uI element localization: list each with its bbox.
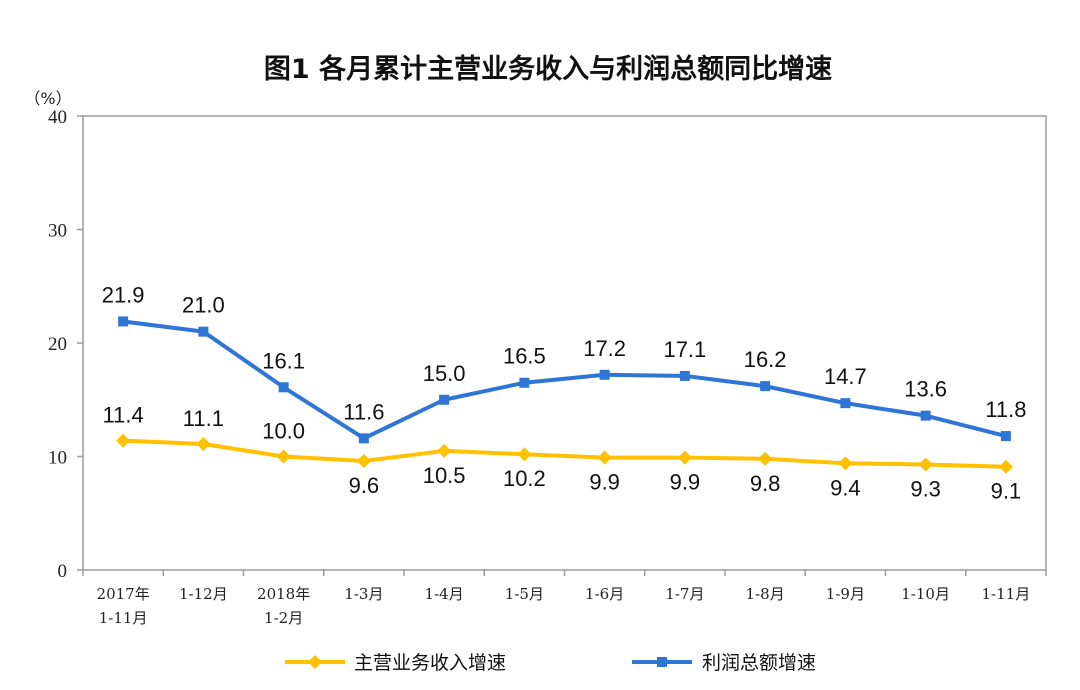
data-point-marker — [278, 382, 289, 393]
data-point-marker — [276, 449, 291, 464]
x-axis: 2017年 1-11月 1-12月 2018年 1-2月 1-3月 1-4月 1-5月 1-6月… — [82, 570, 1047, 627]
x-tick-label: 2017年 — [97, 585, 150, 603]
x-tick-label: 1-11月 — [982, 585, 1031, 603]
data-label: 14.7 — [824, 364, 867, 389]
data-point-marker — [758, 451, 773, 466]
data-label: 16.2 — [744, 347, 787, 372]
y-tick-label: 0 — [58, 561, 68, 582]
x-tick-label: 1-9月 — [826, 585, 865, 603]
chart-title: 图1 各月累计主营业务收入与利润总额同比增速 — [264, 53, 832, 85]
x-tick-label: 2018年 — [257, 585, 310, 603]
data-label: 16.5 — [503, 344, 546, 369]
data-label: 9.3 — [910, 476, 941, 501]
data-label: 9.9 — [589, 470, 620, 495]
data-point-marker — [918, 457, 933, 472]
y-axis: 0 10 20 30 40 — [48, 107, 83, 582]
data-label: 11.1 — [183, 406, 224, 431]
data-label: 11.8 — [985, 397, 1026, 422]
data-point-marker — [358, 433, 369, 444]
series-layer: 11.4 11.1 10.0 9.6 10.5 10.2 9.9 9.9 9.8 9.4 9.3 9.… — [102, 282, 1027, 503]
data-label: 10.0 — [262, 419, 305, 444]
series-1: 21.9 21.0 16.1 11.6 15.0 16.5 17.2 17.1 16.2 14.7… — [102, 282, 1026, 444]
data-point-marker — [439, 394, 450, 405]
legend-item-1: 利润总额增速 — [632, 652, 816, 674]
data-point-marker — [198, 326, 209, 337]
data-label: 11.6 — [343, 399, 384, 424]
series-0: 11.4 11.1 10.0 9.6 10.5 10.2 9.9 9.9 9.8 9.4 9.3 9.… — [103, 403, 1022, 504]
x-tick-label: 1-4月 — [425, 585, 464, 603]
x-tick-label: 1-10月 — [901, 585, 950, 603]
series-line — [122, 319, 1007, 441]
data-label: 9.8 — [750, 471, 781, 496]
x-tick-label: 1-12月 — [179, 585, 228, 603]
data-point-marker — [920, 410, 931, 421]
data-point-marker — [196, 437, 211, 452]
data-point-marker — [599, 369, 610, 380]
x-tick-label: 1-6月 — [585, 585, 624, 603]
data-label: 21.0 — [182, 293, 225, 318]
data-point-marker — [519, 377, 530, 388]
legend-item-0: 主营业务收入增速 — [285, 652, 506, 674]
y-axis-unit-label: （%） — [24, 89, 71, 108]
data-point-marker — [838, 456, 853, 471]
data-point-marker — [116, 433, 131, 448]
data-point-marker — [437, 443, 452, 458]
data-label: 16.1 — [262, 348, 305, 373]
data-point-marker — [677, 450, 692, 465]
data-point-marker — [840, 398, 851, 409]
data-point-marker — [597, 450, 612, 465]
data-label: 10.5 — [423, 463, 466, 488]
legend-marker — [308, 655, 322, 669]
data-point-marker — [356, 454, 371, 469]
y-tick-label: 20 — [48, 334, 67, 355]
data-label: 15.0 — [423, 361, 466, 386]
data-point-marker — [679, 370, 690, 381]
data-label: 13.6 — [904, 377, 947, 402]
data-label: 9.4 — [830, 475, 861, 500]
data-label: 9.6 — [349, 473, 380, 498]
legend: 主营业务收入增速 利润总额增速 — [285, 652, 816, 674]
data-label: 21.9 — [102, 282, 145, 307]
x-tick-label: 1-2月 — [264, 609, 303, 627]
x-tick-label: 1-7月 — [665, 585, 704, 603]
x-tick-label: 1-3月 — [344, 585, 383, 603]
data-label: 11.4 — [103, 403, 144, 428]
data-point-marker — [760, 381, 771, 392]
legend-label: 主营业务收入增速 — [354, 652, 506, 674]
data-point-marker — [517, 447, 532, 462]
y-tick-label: 10 — [48, 448, 67, 469]
data-point-marker — [998, 459, 1013, 474]
y-tick-label: 40 — [48, 107, 67, 128]
data-label: 10.2 — [503, 466, 546, 491]
data-label: 9.1 — [991, 479, 1022, 504]
y-tick-label: 30 — [48, 221, 67, 242]
data-label: 17.2 — [583, 336, 626, 361]
legend-marker — [657, 657, 667, 667]
plot-area-frame — [82, 115, 1047, 571]
data-point-marker — [118, 316, 129, 327]
data-label: 17.1 — [663, 337, 706, 362]
x-tick-label: 1-5月 — [505, 585, 544, 603]
legend-label: 利润总额增速 — [702, 652, 816, 674]
x-tick-label: 1-11月 — [99, 609, 148, 627]
data-label: 9.9 — [670, 470, 701, 495]
x-tick-label: 1-8月 — [746, 585, 785, 603]
series-line — [123, 438, 1006, 469]
data-point-marker — [1000, 431, 1011, 442]
